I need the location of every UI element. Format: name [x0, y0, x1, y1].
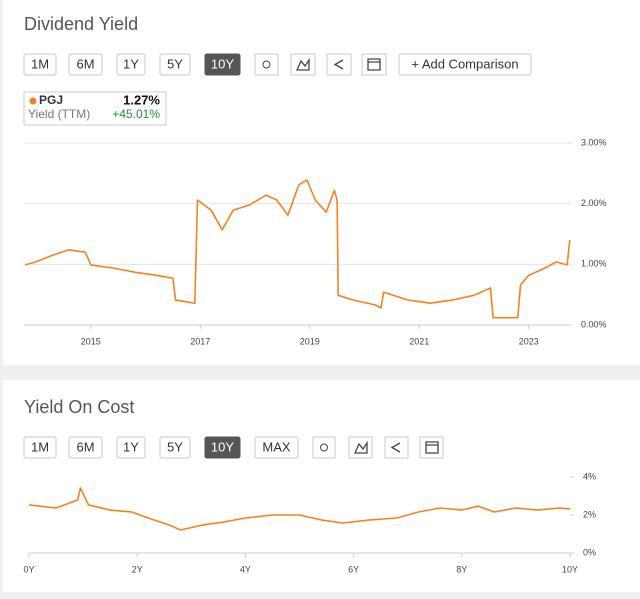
chart-type-button[interactable]: [290, 53, 316, 76]
button-box: [116, 53, 146, 76]
x-tick-label: 2021: [409, 336, 429, 346]
add-comparison-button[interactable]: + Add Comparison: [398, 53, 532, 76]
line-series: [28, 487, 571, 531]
range-button[interactable]: 1M: [23, 436, 57, 459]
x-tick-label: 2017: [190, 336, 210, 346]
button-label: 6M: [76, 439, 94, 454]
chart-title: Yield On Cost: [24, 397, 134, 417]
table-button[interactable]: [361, 53, 387, 76]
y-tick-label: 3.00%: [581, 137, 607, 147]
panel: [3, 380, 640, 592]
tooltip: PGJ 1.27% Yield (TTM) +45.01%: [23, 91, 167, 126]
range-button[interactable]: 1Y: [116, 436, 146, 459]
button-label: 6M: [76, 56, 94, 71]
button-box: [116, 436, 146, 459]
button-label: 1Y: [123, 439, 139, 454]
button-label: MAX: [262, 439, 291, 454]
button-box: [159, 53, 191, 76]
y-tick-label: 0.00%: [581, 319, 607, 329]
range-button[interactable]: 6M: [68, 436, 103, 459]
series-name: PGJ: [39, 93, 63, 107]
toolbar: 1M 6M 1Y 5Y 10Y MAX: [23, 436, 299, 459]
button-box: [68, 53, 103, 76]
y-tick-label: 4%: [583, 471, 596, 481]
x-tick-label: 2019: [300, 336, 320, 346]
chart-type-button[interactable]: [348, 436, 373, 459]
x-tick-label: 2Y: [132, 564, 143, 574]
range-button[interactable]: 10Y: [204, 53, 241, 76]
y-tick-label: 2.00%: [581, 198, 607, 208]
y-tick-label: 0%: [583, 547, 596, 557]
y-tick-label: 2%: [583, 509, 596, 519]
range-button[interactable]: 1Y: [116, 53, 146, 76]
button-label: 5Y: [167, 56, 183, 71]
button-box: [254, 436, 299, 459]
line-series: [24, 179, 571, 319]
tooltip-change: +45.01%: [112, 107, 160, 121]
button-label: 1M: [31, 439, 49, 454]
y-tick-label: 1.00%: [581, 259, 607, 269]
share-button[interactable]: [326, 53, 352, 76]
settings-button[interactable]: [254, 53, 279, 76]
x-tick-label: 2015: [81, 336, 101, 346]
range-button[interactable]: 1M: [23, 53, 57, 76]
button-box: [204, 436, 241, 459]
range-button[interactable]: 5Y: [159, 436, 191, 459]
x-tick-label: 6Y: [348, 564, 359, 574]
share-button[interactable]: [384, 436, 409, 459]
x-tick-label: 8Y: [456, 564, 467, 574]
toolbar: 1M 6M 1Y 5Y 10Y: [23, 53, 241, 76]
range-button[interactable]: 10Y: [204, 436, 241, 459]
x-tick-label: 4Y: [240, 564, 251, 574]
x-tick-label: 0Y: [23, 564, 34, 574]
button-box: [204, 53, 241, 76]
button-label: 10Y: [211, 439, 234, 454]
button-box: [23, 436, 57, 459]
button-label: 1M: [31, 56, 49, 71]
x-tick-label: 10Y: [562, 564, 578, 574]
table-button[interactable]: [419, 436, 444, 459]
button-box: [23, 53, 57, 76]
tooltip-value: 1.27%: [123, 92, 160, 107]
button-label: 1Y: [123, 56, 139, 71]
panel: [3, 0, 640, 365]
button-label: 5Y: [167, 439, 183, 454]
tooltip-label: Yield (TTM): [28, 107, 90, 121]
settings-button[interactable]: [312, 436, 336, 459]
range-button[interactable]: MAX: [254, 436, 299, 459]
button-label: + Add Comparison: [411, 56, 518, 71]
button-box: [159, 436, 191, 459]
range-button[interactable]: 5Y: [159, 53, 191, 76]
range-button[interactable]: 6M: [68, 53, 103, 76]
chart-title: Dividend Yield: [24, 14, 138, 34]
button-box: [68, 436, 103, 459]
button-label: 10Y: [211, 56, 234, 71]
x-tick-label: 2023: [519, 336, 539, 346]
